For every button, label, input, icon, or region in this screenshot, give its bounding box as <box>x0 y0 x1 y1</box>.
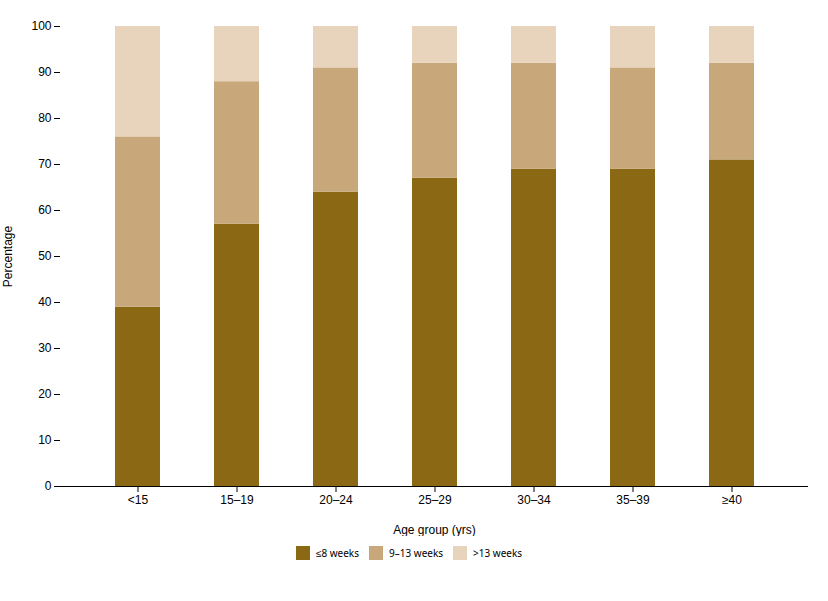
svg-text:100: 100 <box>31 19 51 33</box>
svg-text:80: 80 <box>38 111 52 125</box>
svg-text:<15: <15 <box>128 493 149 507</box>
svg-text:50: 50 <box>38 249 52 263</box>
svg-text:0: 0 <box>45 479 52 493</box>
svg-text:10: 10 <box>38 433 52 447</box>
svg-text:20–24: 20–24 <box>319 493 353 507</box>
svg-text:90: 90 <box>38 65 52 79</box>
svg-text:25–29: 25–29 <box>418 493 452 507</box>
svg-text:40: 40 <box>38 295 52 309</box>
svg-text:70: 70 <box>38 157 52 171</box>
svg-text:Age group (yrs): Age group (yrs) <box>393 523 476 537</box>
svg-text:30–34: 30–34 <box>517 493 551 507</box>
svg-text:60: 60 <box>38 203 52 217</box>
html-text:≤8 weeks: ≤8 weeks <box>315 545 359 560</box>
svg-text:Percentage: Percentage <box>1 225 15 287</box>
svg-text:15–19: 15–19 <box>220 493 254 507</box>
svg-text:20: 20 <box>38 387 52 401</box>
svg-text:30: 30 <box>38 341 52 355</box>
svg-text:≥40: ≥40 <box>722 493 742 507</box>
html-text:>13 weeks: >13 weeks <box>473 545 523 560</box>
svg-text:35–39: 35–39 <box>616 493 650 507</box>
html-text:9–13 weeks: 9–13 weeks <box>389 545 443 560</box>
